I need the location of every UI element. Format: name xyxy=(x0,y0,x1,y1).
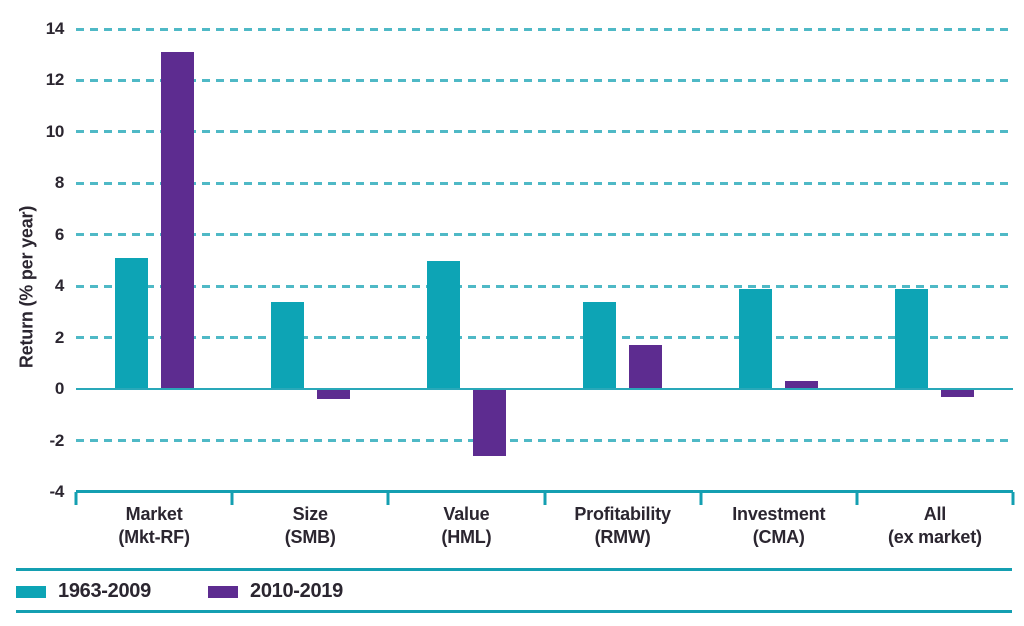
gridline-y-2 xyxy=(76,336,1013,340)
y-tick-label-12: 12 xyxy=(45,70,65,90)
y-tick-label--2: -2 xyxy=(49,430,64,450)
category-boundary-tick xyxy=(386,492,390,505)
x-category-line1: All xyxy=(923,504,947,524)
x-category-line1: Profitability xyxy=(574,504,671,524)
gridline-y-6 xyxy=(76,233,1013,237)
gridline-y-8 xyxy=(76,181,1013,185)
bar-1963-2009-value xyxy=(426,260,460,390)
x-category-line1: Investment xyxy=(732,504,826,524)
y-tick-label-10: 10 xyxy=(45,121,65,141)
bar-1963-2009-investment xyxy=(739,288,773,390)
legend-rule-bottom xyxy=(16,610,1012,613)
x-category-line2: (RMW) xyxy=(594,527,651,547)
plot-area: 14 12 10 8 6 4 2 0 -2 -4 Market (Mkt-RF) Size (SMB) Va… xyxy=(46,19,1015,547)
legend-swatch-2010-2019 xyxy=(208,586,238,598)
x-category-label-size: Size (SMB) xyxy=(232,503,388,549)
bar-2010-2019-profitability xyxy=(629,345,663,390)
legend-label-1963-2009: 1963-2009 xyxy=(58,580,151,602)
bottom-axis-line xyxy=(76,490,1013,493)
category-boundary-tick xyxy=(543,492,546,505)
bar-2010-2019-size xyxy=(316,389,350,400)
x-category-label-profitability: Profitability (RMW) xyxy=(545,503,701,549)
bar-1963-2009-market xyxy=(114,257,148,390)
category-boundary-tick xyxy=(699,492,703,505)
gridline-y-12 xyxy=(76,78,1013,82)
category-boundary-tick xyxy=(230,492,234,505)
bar-1963-2009-profitability xyxy=(583,301,617,390)
category-boundary-tick xyxy=(855,492,859,505)
x-category-label-investment: Investment (CMA) xyxy=(701,503,857,549)
y-tick-label-8: 8 xyxy=(54,173,64,193)
x-category-label-value: Value (HML) xyxy=(388,503,544,549)
x-category-line1: Size xyxy=(292,504,328,524)
category-boundary-tick xyxy=(1011,492,1015,505)
x-category-line2: (ex market) xyxy=(887,527,982,547)
bar-1963-2009-size xyxy=(270,301,304,390)
x-category-line2: (SMB) xyxy=(284,527,336,547)
gridline-y--2 xyxy=(76,439,1013,443)
y-tick-label--4: -4 xyxy=(49,482,64,501)
bar-2010-2019-market xyxy=(160,52,194,390)
x-category-line2: (CMA) xyxy=(752,527,805,547)
x-category-line1: Value xyxy=(443,504,490,524)
x-category-line1: Market xyxy=(125,504,183,524)
y-tick-label-2: 2 xyxy=(54,327,64,347)
bar-2010-2019-value xyxy=(472,389,506,456)
bar-1963-2009-all xyxy=(895,288,929,390)
category-boundary-tick xyxy=(74,492,78,505)
x-category-label-all: All (ex market) xyxy=(857,503,1013,549)
y-tick-label-0: 0 xyxy=(54,379,64,399)
x-category-line2: (Mkt-RF) xyxy=(118,527,190,547)
bar-2010-2019-all xyxy=(941,389,975,397)
legend-label-2010-2019: 2010-2019 xyxy=(250,580,343,602)
gridline-y-4 xyxy=(76,284,1013,288)
bar-2010-2019-investment xyxy=(785,381,819,390)
gridline-y-10 xyxy=(76,130,1013,134)
y-tick-label-14: 14 xyxy=(45,19,65,38)
y-tick-label-6: 6 xyxy=(54,224,64,244)
legend-rule-top xyxy=(16,568,1012,571)
x-category-line2: (HML) xyxy=(441,527,492,547)
y-tick-label-4: 4 xyxy=(54,276,64,296)
legend-swatch-1963-2009 xyxy=(16,586,46,598)
gridline-y-14 xyxy=(76,27,1013,31)
zero-axis-line xyxy=(76,388,1013,391)
x-category-label-market: Market (Mkt-RF) xyxy=(76,503,232,549)
